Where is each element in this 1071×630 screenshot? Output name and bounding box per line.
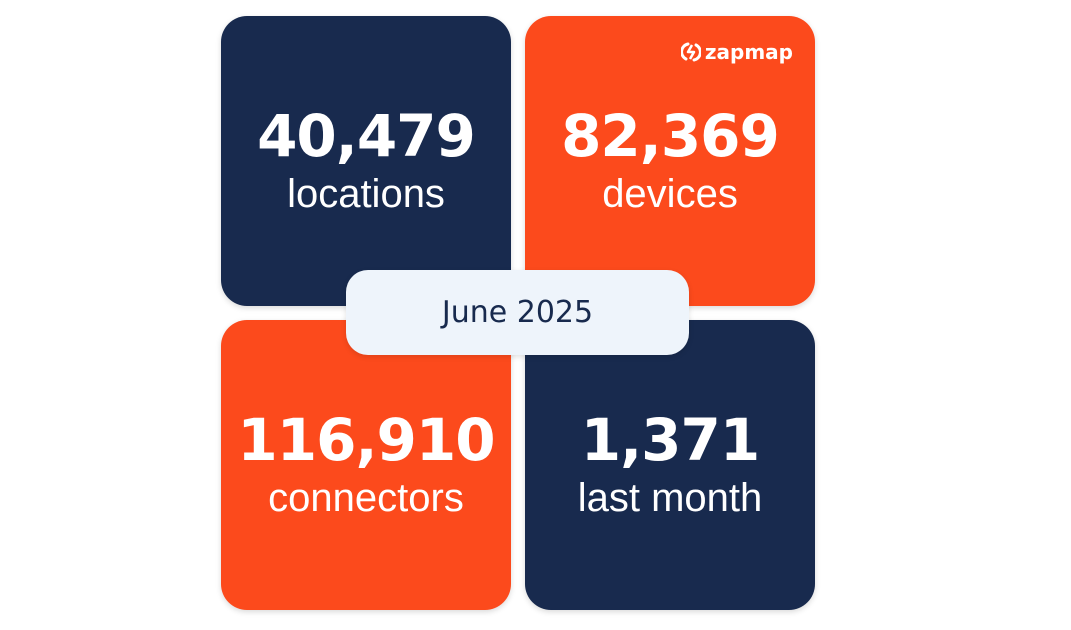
date-badge: June 2025 <box>346 270 689 355</box>
stat-value: 40,479 <box>257 102 476 170</box>
logo-text: zapmap <box>704 40 793 64</box>
stat-value: 82,369 <box>561 102 780 170</box>
stat-value: 1,371 <box>580 406 760 474</box>
bolt-icon <box>680 42 701 62</box>
stat-card-connectors: 116,910 connectors <box>221 320 511 610</box>
stat-card-locations: 40,479 locations <box>221 16 511 306</box>
stat-label: last month <box>577 476 763 520</box>
stat-label: connectors <box>268 476 464 520</box>
zapmap-logo: zapmap <box>680 40 793 64</box>
stat-label: locations <box>287 172 445 216</box>
stat-card-last-month: 1,371 last month <box>525 320 815 610</box>
stat-card-devices: zapmap 82,369 devices <box>525 16 815 306</box>
stat-label: devices <box>602 172 738 216</box>
stat-value: 116,910 <box>237 406 495 474</box>
